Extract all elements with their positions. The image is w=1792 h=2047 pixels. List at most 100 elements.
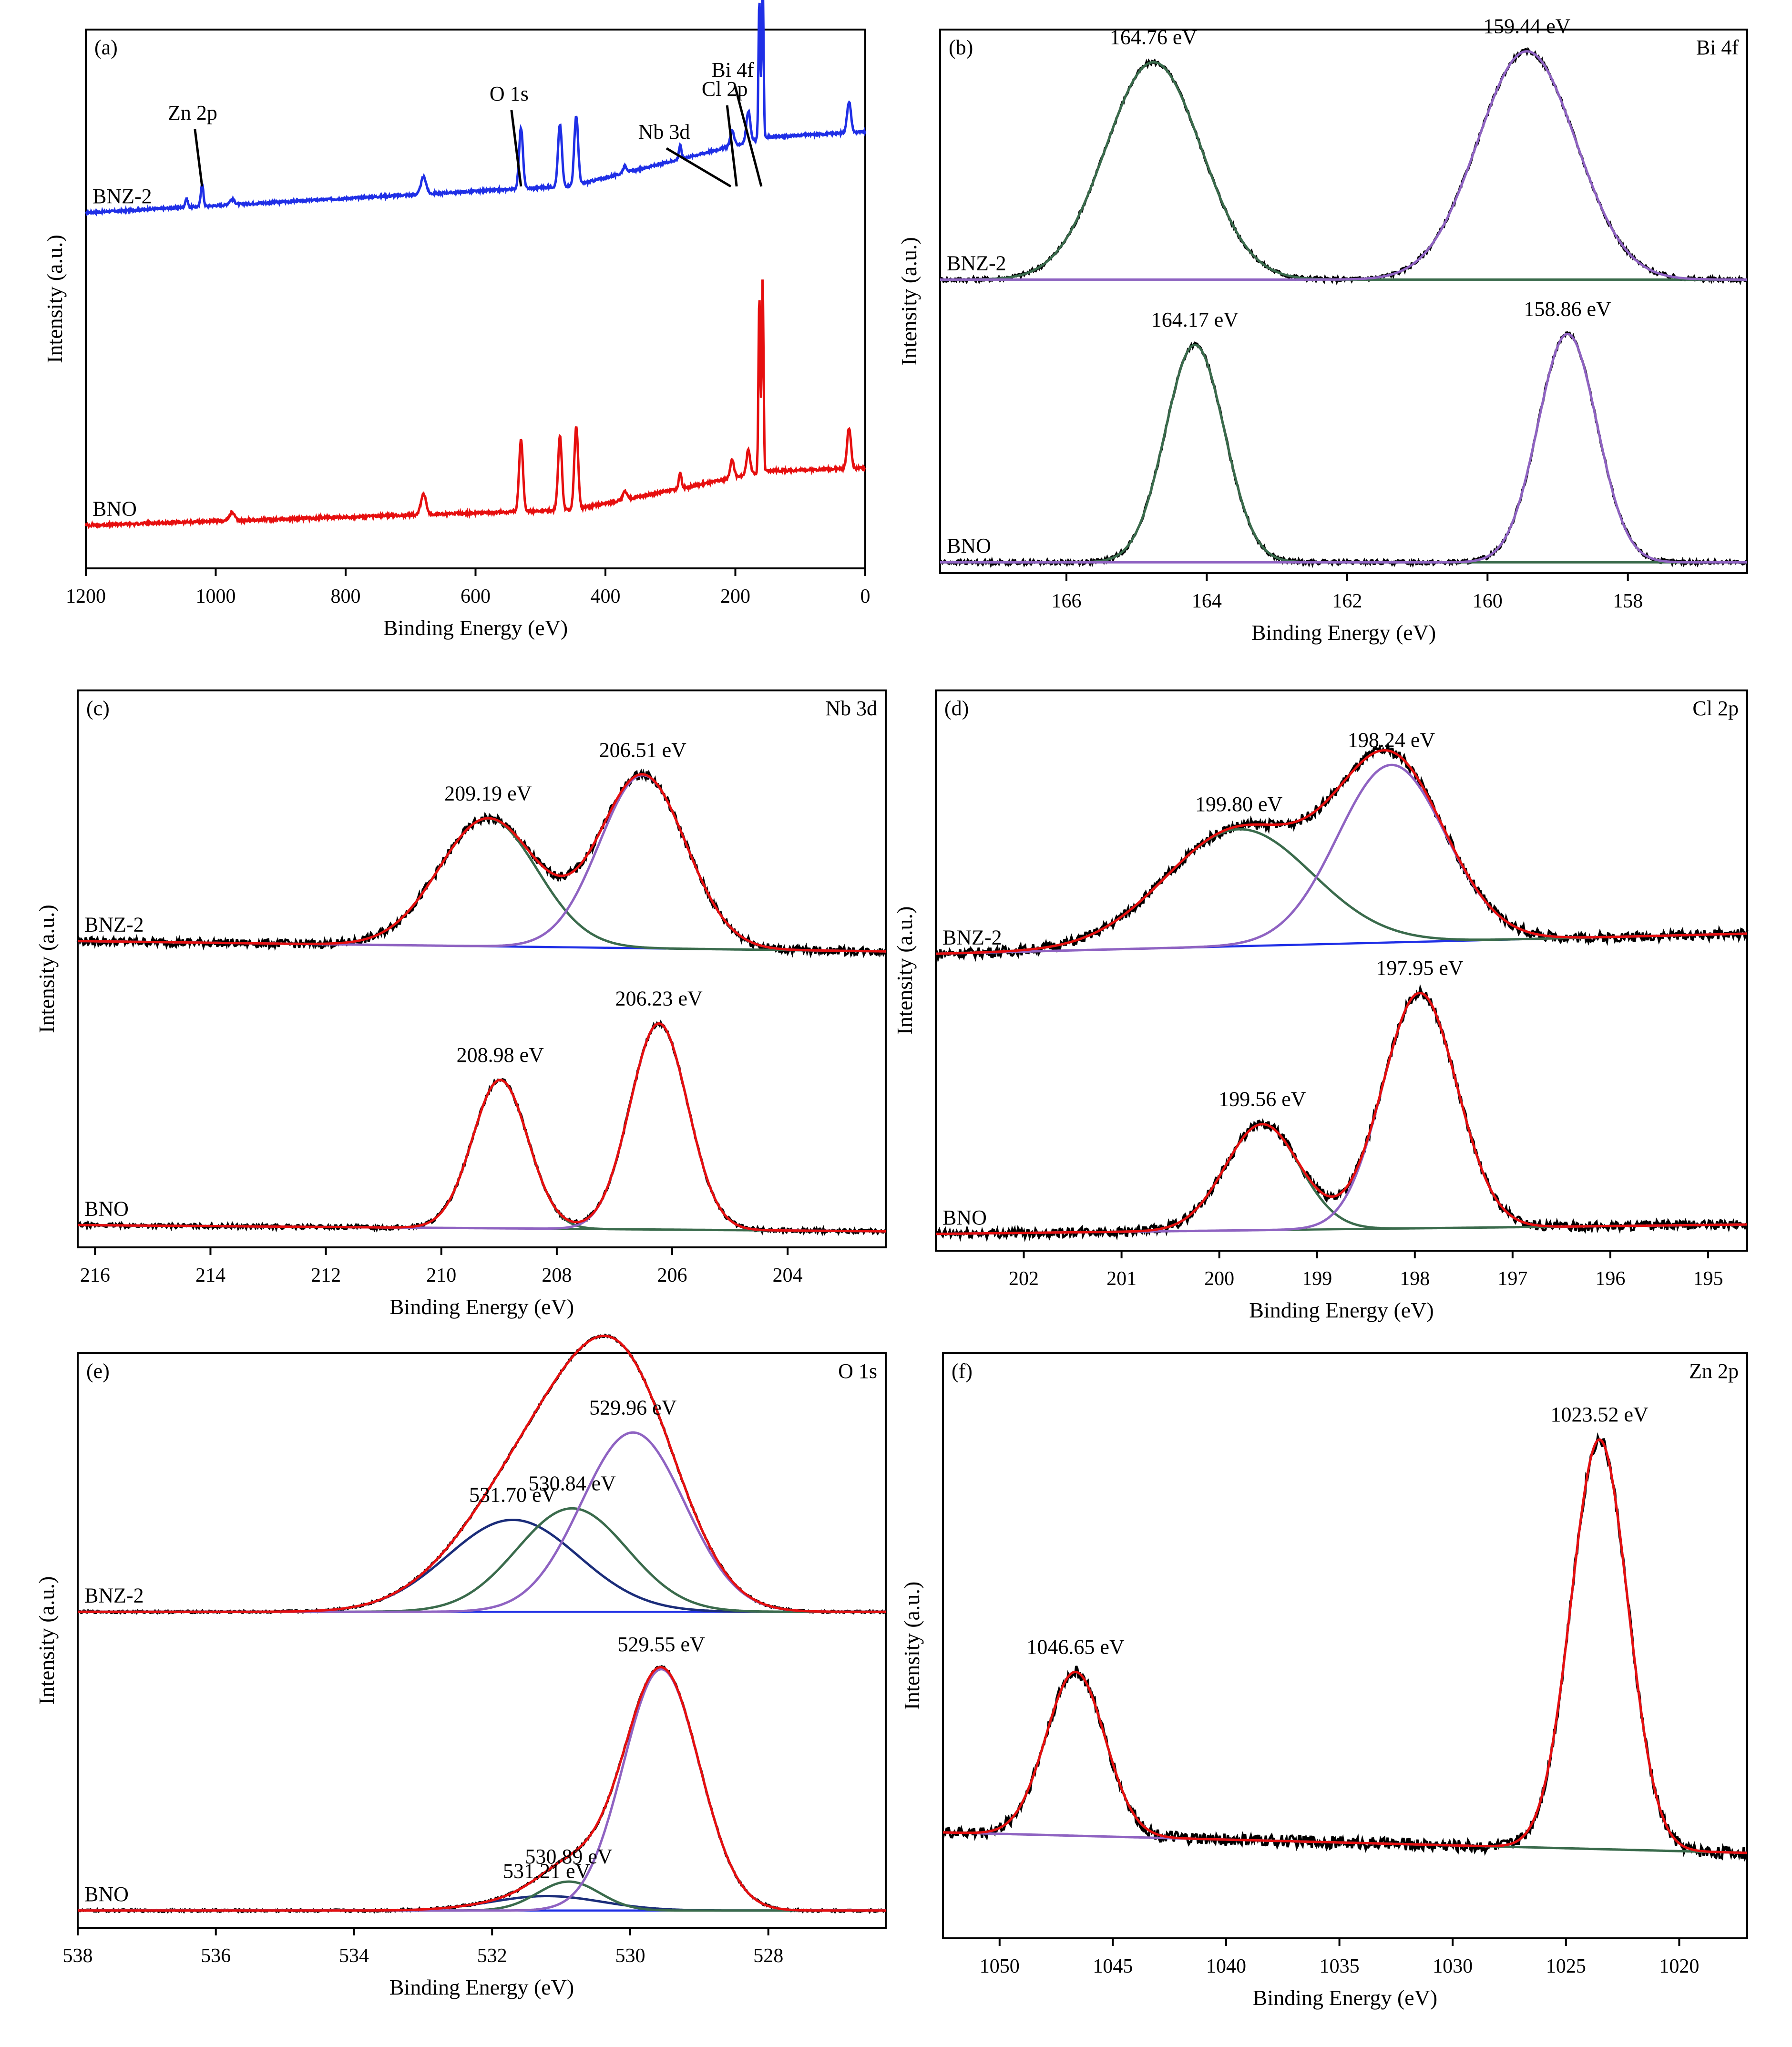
panel-tag: (f) (952, 1359, 973, 1383)
x-axis-title: Binding Energy (eV) (383, 616, 568, 640)
x-tick-label: 532 (477, 1945, 507, 1967)
plot-frame (77, 689, 887, 1248)
x-tick-label: 1200 (66, 586, 106, 607)
peak-label: 531.70 eV (469, 1483, 557, 1506)
fit-component-peak (935, 1123, 1747, 1235)
element-label: Nb 3d (825, 697, 877, 720)
x-tick-label: 166 (1051, 590, 1081, 612)
survey-curve (84, 279, 866, 530)
panel-d: 202 201 200 199 198 197 196 195 Binding Energy (… (892, 689, 1749, 1322)
series-bnz-2: 199.80 eV 198.24 eV BNZ-2 (935, 728, 1749, 963)
peak-label: 208.98 eV (457, 1043, 544, 1067)
peak-annotation: Cl 2p (702, 77, 748, 101)
panel-c: 216 214 212 210 208 206 204 Binding Energy (eV)… (34, 689, 887, 1319)
x-tick-label: 538 (63, 1945, 93, 1967)
y-axis-title: Intensity (a.u.) (34, 1576, 59, 1705)
x-tick-label: 197 (1497, 1268, 1527, 1290)
panel-tag: (c) (86, 697, 110, 720)
series-label: BNZ-2 (92, 185, 152, 208)
peak-label: 158.86 eV (1524, 297, 1611, 320)
peak-label: 1046.65 eV (1026, 1635, 1125, 1658)
series-label: BNO (92, 497, 137, 521)
fit-envelope (942, 1438, 1748, 1854)
x-tick-label: 201 (1106, 1268, 1137, 1290)
series-label: BNO (942, 1206, 987, 1229)
fit-component-peak (940, 50, 1747, 281)
panel-tag: (e) (86, 1359, 110, 1383)
series-label: BNZ-2 (84, 1584, 144, 1607)
fit-envelope (78, 1022, 886, 1233)
x-tick-label: 158 (1613, 590, 1643, 612)
fit-component-peak (942, 1670, 1748, 1854)
peak-label: 530.89 eV (525, 1845, 613, 1868)
x-tick-label: 199 (1302, 1268, 1332, 1290)
fit-component-peak (78, 817, 886, 953)
x-tick-label: 200 (720, 586, 750, 607)
fit-component-peak (935, 763, 1748, 955)
annotation-arrow (734, 86, 763, 187)
series-bnz-2: 209.19 eV 206.51 eV BNZ-2 (76, 739, 887, 958)
series-bno: 208.98 eV 206.23 eV BNO (77, 987, 887, 1236)
y-axis-title: Intensity (a.u.) (892, 906, 917, 1035)
fit-envelope (935, 749, 1748, 955)
peak-label: 206.51 eV (599, 739, 687, 762)
element-label: O 1s (838, 1359, 877, 1383)
series-bno: 199.56 eV 197.95 eV BNO (934, 956, 1748, 1242)
series-bno: BNO (84, 279, 866, 530)
raw-data-curve (77, 1333, 887, 1615)
peak-label: 199.80 eV (1195, 792, 1283, 816)
peak-label: 159.44 eV (1483, 15, 1571, 38)
series-label: BNO (84, 1197, 129, 1220)
x-tick-label: 160 (1473, 590, 1503, 612)
peak-label: 164.17 eV (1151, 308, 1239, 331)
series-main: 1046.65 eV 1023.52 eV (942, 1403, 1749, 1862)
peak-label: 197.95 eV (1376, 956, 1464, 979)
panel-tag: (b) (949, 36, 973, 59)
x-tick-label: 200 (1204, 1268, 1234, 1290)
x-tick-label: 534 (339, 1945, 369, 1967)
plot-frame (77, 1352, 887, 1929)
x-tick-label: 536 (201, 1945, 231, 1967)
element-label: Bi 4f (1696, 36, 1739, 59)
x-tick-label: 528 (753, 1945, 783, 1967)
x-tick-label: 1035 (1320, 1955, 1360, 1977)
plot-frame (939, 29, 1748, 574)
panel-f: 1050 1045 1040 1035 1030 1025 1020 Binding Ener… (900, 1352, 1749, 2010)
annotation-arrow (194, 129, 204, 187)
x-tick-label: 0 (860, 586, 870, 607)
fit-envelope (78, 1666, 886, 1912)
annotation-arrow (510, 110, 522, 187)
y-axis-title: Intensity (a.u.) (34, 905, 59, 1033)
series-label: BNZ-2 (942, 926, 1002, 949)
series-bnz-2: 164.76 eV 159.44 eV BNZ-2 (939, 15, 1748, 286)
raw-data-curve (77, 1665, 886, 1914)
x-axis-title: Binding Energy (eV) (1251, 620, 1436, 645)
series-label: BNZ-2 (84, 913, 144, 936)
peak-annotation: O 1s (490, 82, 529, 105)
x-tick-label: 1045 (1093, 1955, 1133, 1977)
x-tick-label: 208 (542, 1265, 572, 1286)
raw-data-curve (935, 741, 1749, 963)
fit-component-peak (78, 1668, 886, 1912)
peak-label: 529.55 eV (618, 1633, 706, 1656)
peak-annotation: Nb 3d (638, 120, 690, 144)
fit-component-peak (78, 1507, 886, 1613)
peak-label: 531.21 eV (503, 1859, 591, 1882)
x-tick-label: 1000 (196, 586, 236, 607)
fit-component-peak (940, 332, 1747, 564)
series-bno: 164.17 eV 158.86 eV BNO (939, 297, 1749, 569)
panel-tag: (d) (944, 697, 969, 720)
series-label: BNO (947, 534, 991, 557)
series-bnz-2: BNZ-2 (85, 0, 867, 216)
x-tick-label: 162 (1332, 590, 1362, 612)
x-tick-label: 1025 (1546, 1955, 1586, 1977)
panel-b: 166 164 162 160 158 Binding Energy (eV) Intens… (897, 15, 1749, 645)
peak-annotation: Zn 2p (168, 101, 217, 124)
x-tick-label: 800 (331, 586, 361, 607)
x-axis-title: Binding Energy (eV) (389, 1975, 574, 1999)
x-tick-label: 1030 (1433, 1955, 1473, 1977)
peak-annotation: Bi 4f (711, 58, 754, 82)
x-axis-title: Binding Energy (eV) (1253, 1985, 1438, 2010)
